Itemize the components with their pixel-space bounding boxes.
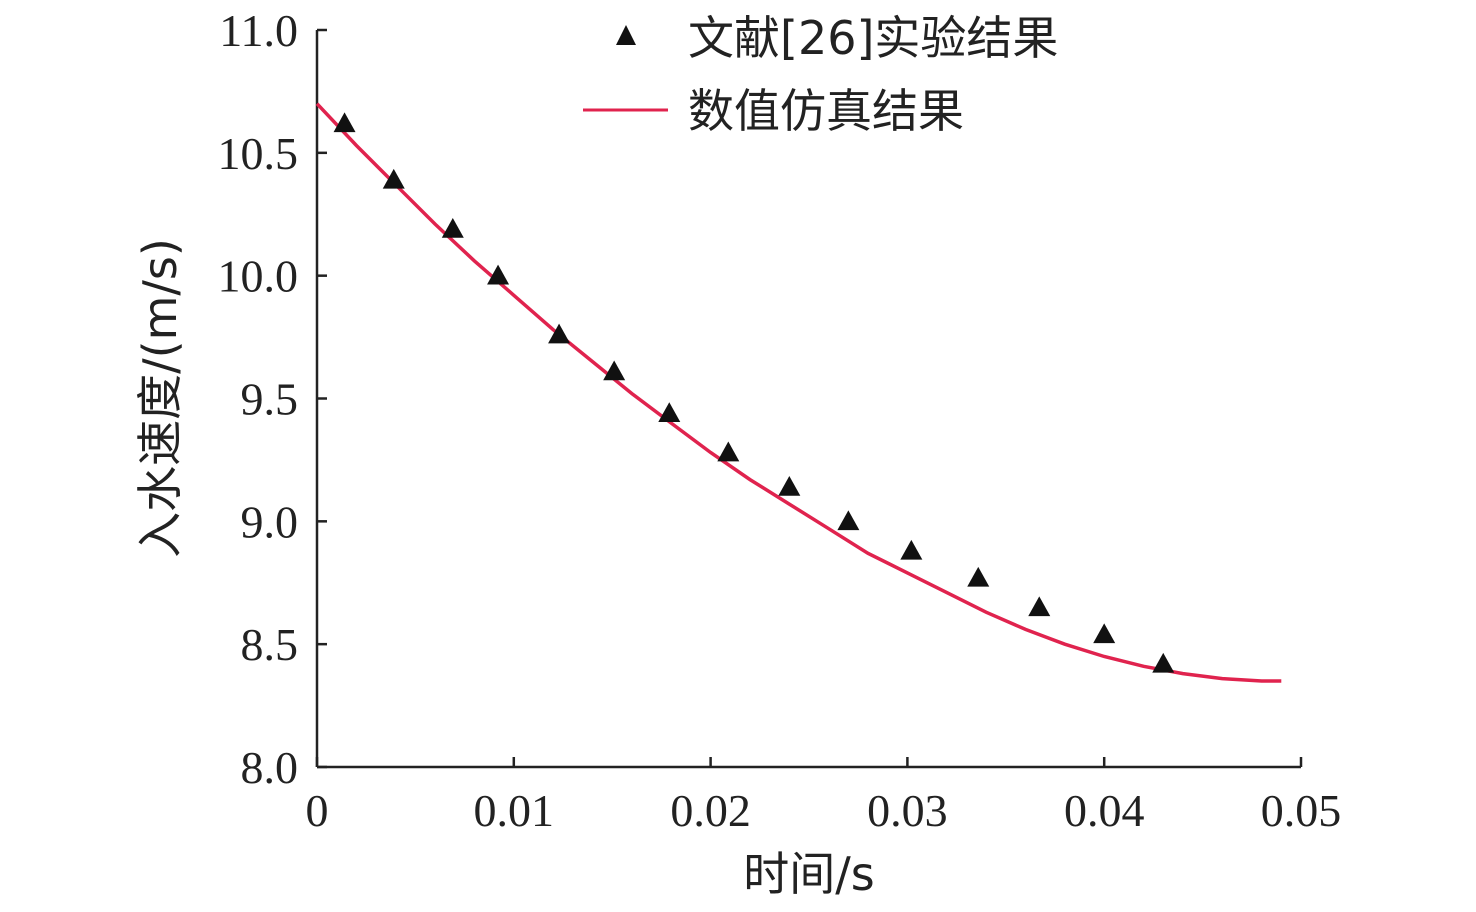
data-point-experiment <box>658 402 681 423</box>
x-tick-label: 0.05 <box>1261 785 1342 836</box>
series-line-simulation <box>315 102 1282 683</box>
y-tick-label: 9.5 <box>241 374 299 425</box>
x-axis-title: 时间/s <box>743 847 874 901</box>
legend-marker-experiment <box>616 25 636 45</box>
data-point-experiment <box>837 510 860 531</box>
data-point-experiment <box>548 323 571 344</box>
legend-label-simulation: 数值仿真结果 <box>688 84 964 138</box>
data-point-experiment <box>900 539 923 560</box>
data-point-experiment <box>1152 652 1175 673</box>
y-tick-label: 9.0 <box>241 496 299 547</box>
legend-label-experiment: 文献[26]实验结果 <box>688 11 1058 65</box>
axes <box>315 30 1301 769</box>
data-point-experiment <box>778 475 801 496</box>
data-point-experiment <box>382 168 405 189</box>
x-ticks: 0 0.01 0.02 0.03 0.04 0.05 <box>306 757 1342 836</box>
x-tick-label: 0.04 <box>1064 785 1145 836</box>
y-tick-label: 10.0 <box>218 251 299 302</box>
x-tick-label: 0.02 <box>670 785 751 836</box>
x-tick-label: 0.03 <box>867 785 948 836</box>
data-point-experiment <box>603 360 626 381</box>
x-tick-label: 0.01 <box>474 785 555 836</box>
x-tick-label: 0 <box>306 785 329 836</box>
data-point-experiment <box>967 566 990 587</box>
data-point-experiment <box>1093 623 1116 644</box>
data-point-experiment <box>441 217 464 238</box>
data-point-experiment <box>333 112 356 133</box>
y-ticks: 8.0 8.5 9.0 9.5 10.0 10.5 11.0 <box>218 5 327 793</box>
data-point-experiment <box>1028 596 1051 617</box>
y-tick-label: 11.0 <box>219 5 298 56</box>
y-tick-label: 10.5 <box>218 128 299 179</box>
y-axis-title: 入水速度/(m/s) <box>133 238 187 558</box>
y-tick-label: 8.5 <box>241 619 299 670</box>
y-tick-label: 8.0 <box>241 742 299 793</box>
data-point-experiment <box>717 441 740 462</box>
legend: 文献[26]实验结果 数值仿真结果 <box>583 11 1058 138</box>
series-layer <box>315 102 1282 683</box>
data-point-experiment <box>487 264 510 285</box>
